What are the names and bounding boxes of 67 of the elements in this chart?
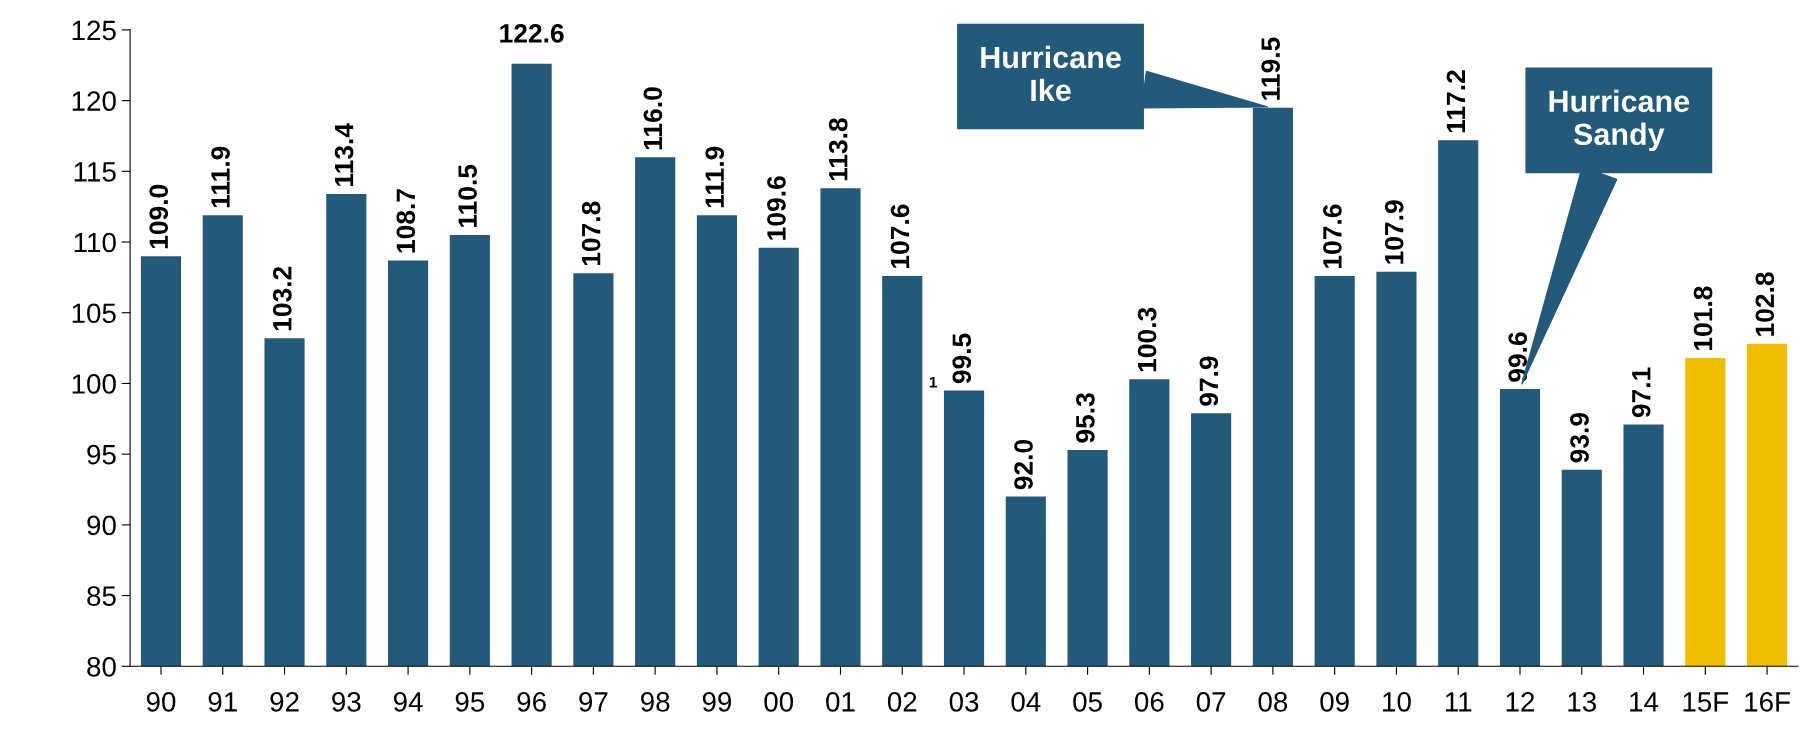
y-tick-label: 120	[72, 91, 116, 111]
annotation: Hurricane Ike	[981, 45, 1121, 102]
data-label: 113.8	[828, 118, 848, 181]
x-tick-label: 98	[641, 692, 670, 712]
x-tick-label: 09	[1320, 692, 1349, 712]
data-label: 100.3	[1137, 307, 1157, 372]
data-label: 97.1	[1631, 367, 1651, 418]
x-tick-label: 05	[1073, 692, 1102, 712]
x-tick-label: 97	[579, 692, 608, 712]
y-tick-label: 115	[74, 162, 116, 182]
y-tick-label: 80	[87, 656, 116, 677]
y-tick-label: 85	[87, 586, 116, 606]
data-label: 107.8	[581, 201, 601, 266]
data-label: 107.6	[1323, 204, 1342, 268]
x-tick-label: 13	[1568, 692, 1596, 712]
x-tick-label: 91	[208, 692, 237, 712]
x-tick-label: 11	[1445, 692, 1472, 712]
x-tick-label: 14	[1630, 692, 1659, 712]
y-tick-label: 100	[72, 374, 116, 394]
data-label: 107.9	[1384, 200, 1404, 264]
data-label: 122.6	[500, 24, 564, 43]
x-tick-label: 10	[1383, 692, 1411, 712]
x-tick-label: 07	[1196, 692, 1226, 712]
data-label: 111.9	[705, 146, 725, 208]
x-tick-label: 03	[949, 692, 979, 712]
x-tick-label: 99	[702, 692, 732, 712]
y-tick-label: 95	[87, 444, 116, 465]
data-label: 109.0	[149, 184, 169, 249]
data-label: 99.6	[1508, 332, 1528, 382]
x-tick-label: 12	[1506, 692, 1535, 712]
data-label: 97.9	[1199, 356, 1219, 406]
data-label: 107.6	[890, 204, 910, 268]
data-label: 99.5	[952, 333, 972, 384]
data-label: 109.6	[767, 176, 786, 240]
x-tick-label: 00	[764, 692, 794, 712]
x-tick-label: 06	[1134, 692, 1164, 712]
annotation: 1	[929, 376, 937, 388]
data-label: 102.8	[1755, 272, 1775, 336]
y-tick-label: 110	[74, 232, 116, 253]
data-label: 113.4	[334, 123, 354, 186]
x-tick-label: 02	[887, 692, 917, 712]
data-label: 110.5	[458, 164, 477, 227]
data-label: 103.2	[272, 266, 292, 331]
y-tick-label: 105	[72, 303, 116, 324]
annotation: Hurricane Sandy	[1549, 89, 1690, 152]
data-label: 92.0	[1014, 439, 1033, 490]
x-tick-label: 01	[826, 692, 855, 712]
data-label: 119.5	[1261, 37, 1280, 100]
y-tick-label: 90	[87, 515, 116, 536]
data-label: 93.9	[1570, 412, 1589, 463]
data-label: 117.2	[1446, 70, 1466, 133]
data-label: 116.0	[643, 87, 663, 150]
data-label: 101.8	[1693, 286, 1713, 350]
x-tick-label: 08	[1258, 692, 1288, 712]
y-tick-label: 125	[72, 20, 116, 41]
x-tick-label: 92	[270, 692, 299, 712]
x-tick-label: 15F	[1683, 692, 1729, 712]
x-tick-label: 16F	[1745, 692, 1790, 712]
x-tick-label: 93	[332, 692, 361, 712]
x-tick-label: 90	[146, 692, 176, 712]
data-label: 95.3	[1075, 393, 1095, 443]
x-tick-label: 04	[1011, 692, 1041, 712]
data-label: 111.9	[211, 146, 230, 208]
x-tick-label: 94	[393, 692, 423, 712]
data-label: 108.7	[396, 189, 416, 253]
x-tick-label: 95	[455, 692, 485, 712]
x-tick-label: 96	[517, 692, 546, 712]
